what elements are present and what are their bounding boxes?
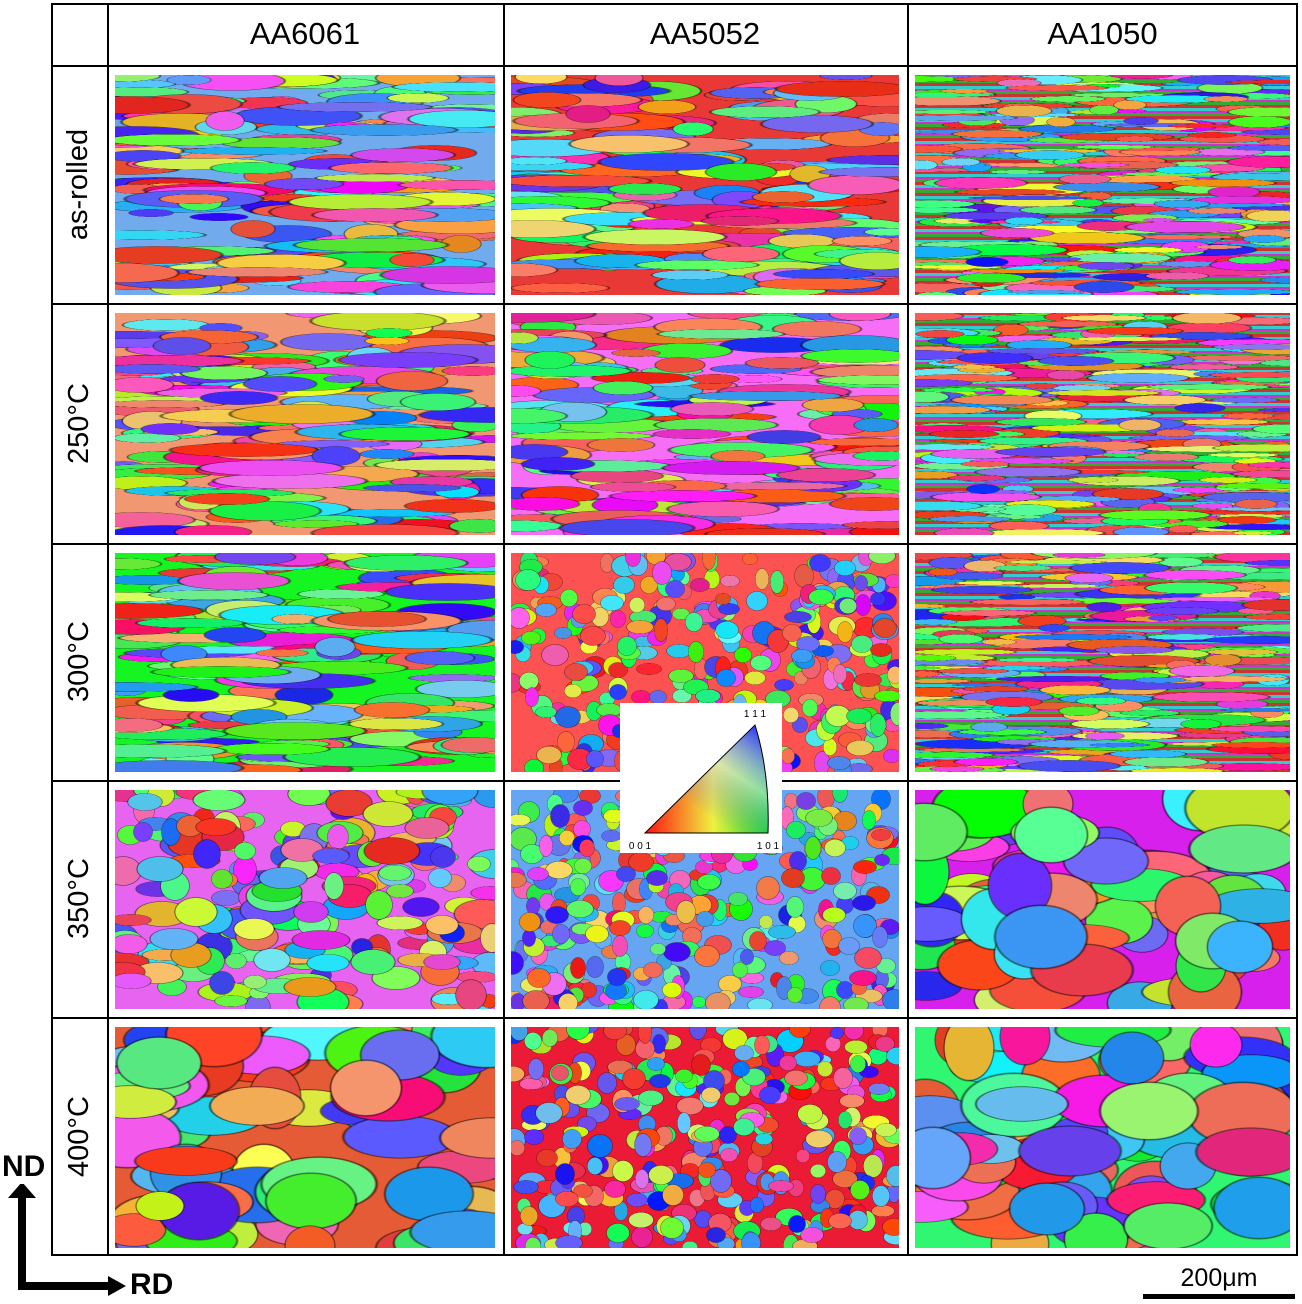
column-header: AA5052: [649, 16, 761, 51]
grid-line: [51, 1017, 1298, 1019]
ebsd-map: [915, 75, 1290, 295]
row-header: 300°C: [51, 543, 107, 780]
row-label: 400°C: [62, 1096, 95, 1177]
row-header: 250°C: [51, 303, 107, 543]
ebsd-map: [115, 313, 495, 535]
grid-frame: [51, 3, 1298, 1256]
ebsd-map: [915, 313, 1290, 535]
ebsd-map: [511, 75, 899, 295]
ebsd-map: [511, 1027, 899, 1248]
grid-line: [51, 543, 1298, 545]
ebsd-map: [115, 75, 495, 295]
grid-line: [107, 3, 109, 1255]
grid-line: [51, 303, 1298, 305]
column-header: AA6061: [249, 16, 361, 51]
ebsd-map: [915, 553, 1290, 772]
ipf-triangle: 1 1 1 0 0 1 1 0 1: [629, 709, 780, 852]
row-header: as-rolled: [51, 65, 107, 303]
row-label: 350°C: [62, 858, 95, 939]
row-header: 350°C: [51, 780, 107, 1017]
ebsd-map: [115, 553, 495, 772]
column-header: AA1050: [1047, 16, 1158, 51]
rd-label: RD: [130, 1268, 174, 1301]
axes-indicator: [8, 1184, 126, 1296]
ebsd-map: [511, 313, 899, 535]
ebsd-map: [915, 790, 1290, 1009]
ebsd-map: [115, 1027, 495, 1248]
legend-label: 0 0 1: [629, 841, 652, 852]
row-label: 250°C: [62, 382, 95, 464]
grid-line: [907, 3, 909, 1255]
ipf-legend: 1 1 1 0 0 1 1 0 1: [620, 703, 782, 853]
row-label: as-rolled: [62, 128, 95, 240]
legend-label: 1 0 1: [757, 841, 780, 852]
ebsd-map: [115, 790, 495, 1009]
grid-line: [503, 3, 505, 1255]
legend-label: 1 1 1: [744, 709, 767, 720]
ebsd-map: [915, 1027, 1290, 1248]
scale-bar: [1143, 1294, 1295, 1299]
scale-bar-label: 200μm: [1180, 1264, 1258, 1292]
row-label: 300°C: [62, 621, 95, 702]
grid-line: [51, 65, 1298, 67]
nd-label: ND: [2, 1150, 46, 1183]
